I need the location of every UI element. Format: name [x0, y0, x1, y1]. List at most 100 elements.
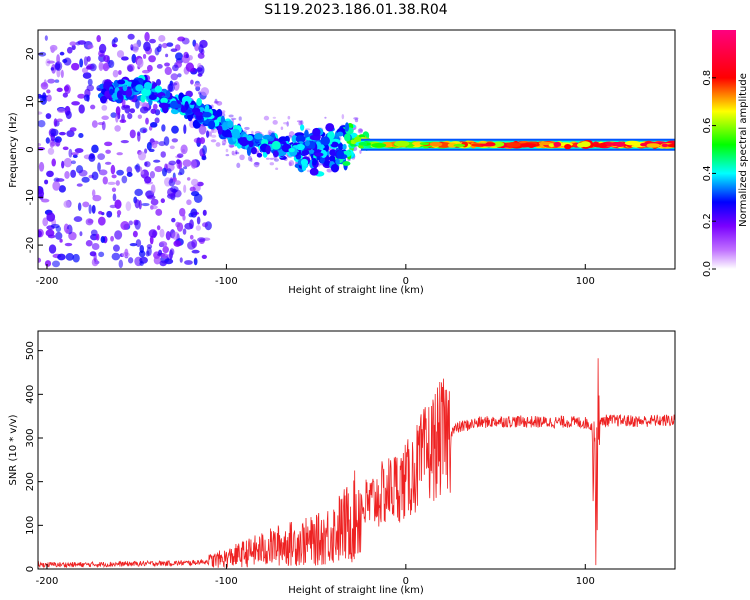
spectrogram-noise-blob [97, 216, 106, 226]
spectrogram-noise-blob [111, 174, 117, 179]
spectrogram-noise-blob [98, 43, 107, 54]
spectrogram-noise-blob [44, 260, 52, 267]
spectrogram-noise-blob [38, 161, 45, 172]
spectrogram-noise-blob [236, 162, 241, 168]
spectrogram-noise-blob [221, 139, 227, 145]
spectrogram-noise-blob [38, 119, 46, 128]
spectrogram-noise-blob [191, 249, 200, 254]
spectrogram-signal-blob [186, 114, 194, 120]
spectrogram-noise-blob [98, 251, 105, 258]
spectrogram-noise-blob [49, 44, 58, 52]
spectrogram-noise-blob [119, 119, 127, 124]
spectrogram-noise-blob [85, 240, 93, 247]
spectrogram-noise-blob [151, 141, 158, 149]
spectrogram-noise-blob [170, 185, 179, 193]
spectrogram-noise-blob [275, 167, 279, 171]
spectrogram-noise-blob [113, 37, 119, 43]
spectrogram-noise-blob [171, 217, 176, 223]
spectrogram-noise-blob [251, 130, 254, 135]
spectrogram-noise-blob [82, 201, 90, 208]
spectrogram-noise-blob [88, 204, 92, 215]
spectrogram-noise-blob [120, 139, 129, 144]
spectrogram-noise-blob [229, 145, 235, 148]
spectrogram-noise-blob [116, 152, 123, 156]
spectrogram-noise-blob [121, 175, 128, 184]
spectrogram-noise-blob [65, 228, 70, 234]
spectrogram-noise-blob [120, 221, 130, 231]
spectrogram-noise-blob [231, 150, 235, 156]
spectrogram-noise-blob [283, 121, 288, 125]
spectrogram-noise-blob [121, 56, 129, 61]
spectrogram-noise-blob [108, 59, 115, 68]
spectrogram-noise-blob [100, 236, 106, 244]
spectrogram-noise-blob [54, 61, 63, 72]
spectrogram-noise-blob [272, 120, 278, 125]
spectrogram-noise-blob [118, 70, 122, 75]
spectrogram-noise-blob [136, 58, 144, 68]
spectrogram-signal-blob [312, 157, 317, 166]
spectrogram-signal-blob [239, 136, 250, 147]
spectrogram-noise-blob [62, 146, 69, 151]
spectrogram-noise-blob [102, 62, 110, 72]
spectrogram-signal-blob [216, 108, 223, 118]
spectrogram-signal-blob [336, 150, 345, 159]
spectrogram-noise-blob [132, 43, 139, 53]
snr-x-tick-label: 0 [403, 576, 409, 587]
spectrogram-signal-blob [295, 135, 306, 143]
spectrogram-noise-blob [235, 151, 238, 155]
spectrogram-signal-blob [135, 84, 144, 92]
spectrogram-noise-blob [354, 118, 359, 123]
spectrogram-noise-blob [127, 65, 133, 72]
spectrogram-signal-blob [221, 123, 229, 131]
spectrogram-signal-blob [304, 140, 310, 147]
spec-x-tick-label: 100 [576, 276, 595, 287]
spectrogram-noise-blob [101, 115, 109, 121]
spectrogram-band-blob [429, 141, 443, 147]
spectrogram-noise-blob [163, 136, 170, 146]
spectrogram-noise-blob [40, 95, 47, 105]
spectrogram-noise-blob [89, 63, 97, 72]
spectrogram-noise-blob [272, 116, 277, 119]
spectrogram-noise-blob [199, 137, 206, 144]
spectrogram-signal-blob [314, 152, 324, 157]
spectrogram-signal-blob [325, 123, 335, 132]
spectrogram-noise-blob [71, 101, 80, 106]
spectrogram-band-blob [661, 143, 669, 148]
spectrogram-noise-blob [265, 157, 270, 160]
spectrogram-noise-blob [57, 107, 66, 114]
spectrogram-noise-blob [160, 151, 166, 158]
spectrogram-noise-blob [74, 148, 84, 153]
spectrogram-noise-blob [149, 38, 156, 44]
spectrogram-noise-blob [114, 125, 121, 132]
spectrogram-noise-blob [173, 240, 182, 247]
spectrogram-noise-blob [116, 50, 125, 58]
spectrogram-noise-blob [186, 199, 192, 206]
spectrogram-noise-blob [45, 137, 50, 144]
spectrogram-band-blob [564, 143, 572, 150]
spectrogram-noise-blob [287, 115, 291, 120]
spectrogram-noise-blob [52, 180, 61, 191]
snr-panel: -200 -100 0 100 0 100 200 300 400 500 Height of … [8, 330, 676, 596]
spectrogram-noise-blob [50, 128, 59, 137]
spectrogram-noise-blob [134, 199, 140, 209]
spectrogram-signal-blob [254, 133, 263, 140]
spectrogram-noise-blob [76, 183, 83, 187]
spectrogram-noise-blob [154, 165, 163, 173]
spectrogram-noise-blob [62, 58, 68, 64]
colorbar-ticks: 0.0 0.2 0.4 0.6 0.8 [702, 70, 716, 277]
spectrogram-noise-blob [111, 187, 117, 193]
spectrogram-noise-blob [324, 116, 327, 119]
spectrogram-noise-blob [156, 64, 163, 69]
spectrogram-noise-blob [38, 257, 42, 263]
spectrogram-signal-blob [262, 134, 272, 140]
spectrogram-noise-blob [58, 185, 66, 193]
spectrogram-noise-blob [267, 131, 271, 136]
spectrogram-noise-blob [79, 58, 84, 68]
spectrogram-noise-blob [189, 219, 194, 230]
spectrogram-noise-blob [254, 161, 260, 166]
spectrogram-signal-blob [250, 147, 257, 155]
spectrogram-noise-blob [116, 169, 124, 176]
spectrogram-noise-blob [77, 40, 87, 45]
spectrogram-noise-blob [296, 120, 303, 123]
spectrogram-noise-blob [215, 142, 221, 147]
